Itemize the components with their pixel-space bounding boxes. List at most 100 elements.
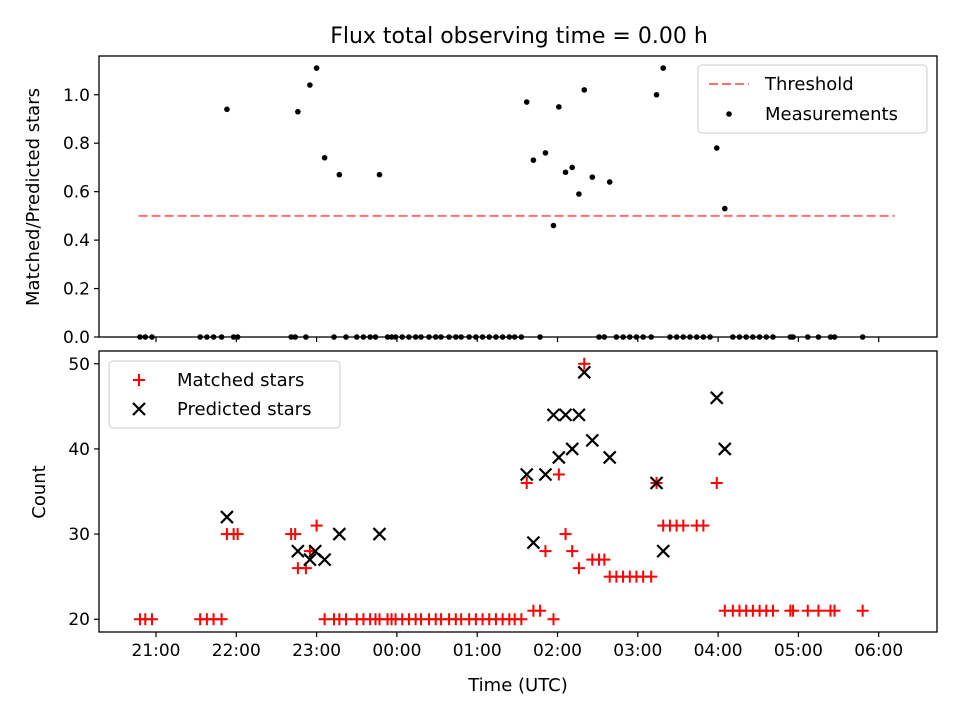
matched-star-point [578,357,591,370]
legend-matched-label: Matched stars [177,370,304,391]
matched-star-point [697,519,710,532]
y-tick-label: 0.6 [63,183,90,203]
matched-star-point [547,613,560,626]
x-tick-label: 04:00 [694,641,743,661]
top-x-axis [155,337,880,342]
predicted-star-point [291,544,305,558]
measurement-point [550,222,557,229]
x-tick-label: 02:00 [533,641,582,661]
matched-star-point [812,604,825,617]
predicted-star-point [577,365,592,380]
matched-star-point [710,476,723,489]
measurement-point [713,145,720,151]
matched-star-point [559,528,572,541]
bottom-axes-frame [98,350,938,633]
top-y-axis-label: Matched/Predicted stars [23,88,44,306]
matched-star-point [310,519,323,532]
predicted-star-point [552,450,566,465]
bottom-y-axis-label: Count [29,465,50,518]
x-axis-label: Time (UTC) [467,675,568,696]
y-tick-label: 0.4 [63,231,90,251]
measurement-point [581,87,588,93]
measurement-point [569,164,576,171]
measurement-point [321,154,328,161]
y-tick-label: 0.2 [63,280,90,300]
top-panel: 0.0 0.2 0.4 0.6 0.8 1.0 Matched/Predicted sta… [23,55,938,348]
legend-matched-swatch [133,374,145,386]
matched-star-point [539,545,552,558]
measurement-point [660,65,667,71]
y-tick-label: 30 [68,525,90,545]
matched-star-point [856,604,869,617]
legend-predicted-label: Predicted stars [177,399,311,420]
predicted-star-point [372,527,387,541]
bottom-y-axis: 20 30 40 50 [68,355,99,630]
measurement-point [562,169,569,176]
matched-star-point [677,519,690,532]
matched-star-point [552,468,565,481]
measurement-point [295,108,301,115]
figure-title: Flux total observing time = 0.00 h [330,24,708,49]
measurement-point [307,82,313,88]
legend-measurement-label: Measurements [765,104,898,125]
measurement-point [606,179,613,185]
predicted-star-point [220,510,234,524]
measurement-point [336,171,343,178]
top-y-axis: 0.0 0.2 0.4 0.6 0.8 1.0 [63,86,99,348]
matched-star-point [145,613,158,626]
bottom-x-axis: 21:00 22:00 23:00 00:00 01:00 02:00 03:00 04:00… [132,632,903,661]
matched-star-point [340,613,353,626]
matched-star-point [566,545,579,558]
legend-measurement-swatch [726,111,732,117]
predicted-star-point [585,433,600,448]
matched-star-point [515,613,528,626]
bottom-legend: Matched stars Predicted stars [108,360,341,429]
measurement-point [589,174,596,180]
bottom-plot-marks [133,357,869,626]
matched-star-point [572,562,585,575]
x-tick-label: 01:00 [453,641,502,661]
legend-predicted-swatch [132,402,146,416]
x-tick-label: 22:00 [212,641,261,661]
y-tick-label: 0.0 [63,328,90,348]
x-tick-label: 06:00 [854,641,903,661]
predicted-star-point [558,408,573,422]
measurement-point [653,91,660,98]
bottom-legend-box [108,360,341,429]
legend-threshold-label: Threshold [764,74,854,95]
predicted-star-point [317,552,332,567]
matched-star-point [289,528,302,541]
predicted-star-point [656,544,671,558]
x-tick-label: 23:00 [292,641,341,661]
predicted-star-point [565,442,579,456]
top-plot-marks [137,65,895,340]
matched-star-point [645,570,658,583]
matched-star-point [787,604,800,617]
y-tick-label: 0.8 [63,134,90,154]
predicted-star-point [526,535,541,550]
x-tick-label: 05:00 [774,641,823,661]
measurement-point [542,150,549,156]
x-tick-label: 21:00 [132,641,181,661]
predicted-star-point [718,442,732,456]
matched-star-point [766,604,779,617]
measurement-point [376,171,383,178]
matched-star-point [215,613,228,626]
measurement-point [313,65,320,71]
bottom-panel: 20 30 40 50 21:00 22:00 23:00 00:00 01:00 02:00 0… [29,350,938,696]
measurement-point [576,191,582,197]
predicted-star-point [303,552,317,567]
y-tick-label: 50 [68,355,90,375]
measurement-point [530,157,537,163]
predicted-star-point [519,467,534,482]
matched-star-point [520,476,533,489]
matched-star-point [534,604,547,617]
measurement-point [721,205,728,212]
predicted-star-point [538,467,553,482]
x-tick-label: 00:00 [372,641,421,661]
predicted-star-point [332,527,347,541]
matched-star-point [828,604,841,617]
top-legend-box [697,64,928,134]
measurement-point [224,106,230,113]
